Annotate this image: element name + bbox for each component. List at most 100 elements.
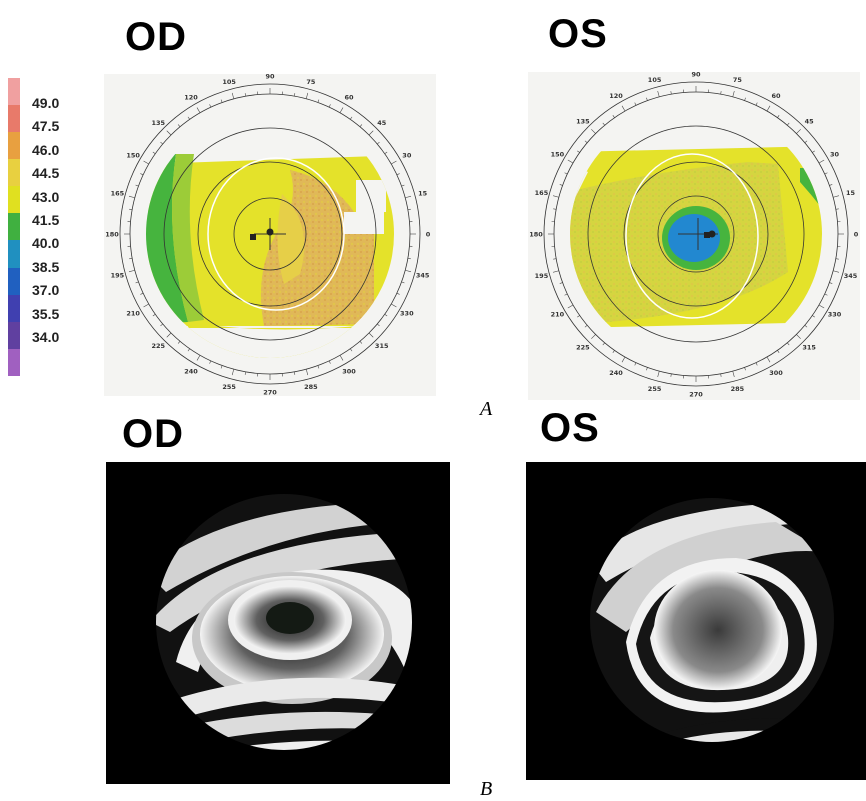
axis-tick xyxy=(128,269,135,273)
axis-tick xyxy=(135,184,139,187)
axis-tick xyxy=(833,270,840,273)
axis-tick xyxy=(829,282,833,284)
axis-tick xyxy=(670,91,672,95)
scale-label: 49.0 xyxy=(32,95,60,111)
scale-swatch xyxy=(8,213,20,241)
axis-degree-label: 120 xyxy=(609,92,623,100)
axis-tick xyxy=(777,350,780,353)
axis-tick xyxy=(720,91,722,95)
axis-degree-label: 105 xyxy=(648,76,662,84)
axis-degree-label: 240 xyxy=(184,367,198,375)
axis-tick xyxy=(196,107,201,113)
axis-tick xyxy=(552,270,559,273)
axis-tick xyxy=(220,99,223,103)
scale-swatch xyxy=(8,267,20,295)
axis-tick xyxy=(577,150,580,153)
axis-degree-label: 195 xyxy=(111,271,125,279)
axis-tick xyxy=(777,115,780,118)
axis-tick xyxy=(584,325,588,328)
axis-tick xyxy=(744,97,746,101)
axis-tick xyxy=(407,208,411,210)
axis-tick xyxy=(384,314,388,317)
axis-tick xyxy=(646,97,648,101)
axis-tick xyxy=(621,356,626,363)
scale-label: 34.0 xyxy=(32,329,60,345)
axis-tick xyxy=(377,323,380,327)
axis-degree-label: 90 xyxy=(691,72,701,79)
axis-tick xyxy=(812,315,815,318)
axis-tick xyxy=(152,314,156,317)
axis-tick xyxy=(220,365,223,369)
axis-tick xyxy=(591,334,596,339)
axis-degree-label: 225 xyxy=(151,342,165,350)
os-fringe-pattern xyxy=(526,462,866,780)
od-topography-svg: 9075604530150345330315300285270255240225… xyxy=(104,74,436,396)
axis-degree-label: 285 xyxy=(304,383,318,391)
axis-degree-label: 300 xyxy=(769,369,783,377)
axis-tick xyxy=(634,102,637,106)
axis-tick xyxy=(368,332,374,338)
axis-degree-label: 30 xyxy=(402,152,412,160)
axis-degree-label: 270 xyxy=(689,391,703,399)
axis-degree-label: 300 xyxy=(342,367,356,375)
axis-tick xyxy=(567,304,574,309)
axis-tick xyxy=(766,356,771,363)
axis-tick xyxy=(829,184,833,186)
od-topography-map: 90 75 60 45 30 15 0 345 330 315 300 285 270 255 240 225… xyxy=(104,74,436,396)
os-topography-map: 90 75 60 45 30 15 0 345 330 315 300 285 270 255 240 225… xyxy=(528,72,860,400)
axis-tick xyxy=(129,258,133,260)
axis-tick xyxy=(396,173,400,176)
axis-tick xyxy=(824,172,828,175)
axis-tick xyxy=(602,342,605,346)
axis-degree-label: 105 xyxy=(222,78,236,86)
axis-degree-label: 0 xyxy=(854,231,859,239)
axis-degree-label: 120 xyxy=(184,94,198,102)
axis-degree-label: 225 xyxy=(576,344,590,352)
axis-degree-label: 330 xyxy=(400,310,414,318)
scale-swatch xyxy=(8,186,20,214)
scale-label: 43.0 xyxy=(32,188,60,205)
axis-degree-label: 135 xyxy=(151,119,165,127)
axis-tick xyxy=(732,90,735,97)
axis-tick xyxy=(564,293,568,296)
scale-label: 47.5 xyxy=(32,118,60,135)
od-fringe-pattern xyxy=(106,462,450,784)
scale-label: 44.5 xyxy=(32,165,60,182)
axis-tick xyxy=(553,208,557,210)
os-title-a: OS xyxy=(548,12,608,56)
axis-tick xyxy=(196,355,201,361)
axis-degree-label: 180 xyxy=(529,231,543,239)
od-title-b: OD xyxy=(122,412,184,456)
axis-tick xyxy=(657,371,660,378)
axis-tick xyxy=(140,292,144,295)
axis-tick xyxy=(244,93,246,97)
scale-label: 37.0 xyxy=(32,282,60,299)
axis-tick xyxy=(152,151,156,154)
axis-degree-label: 270 xyxy=(263,389,277,397)
axis-degree-label: 15 xyxy=(418,190,428,198)
axis-tick xyxy=(377,141,380,145)
axis-tick xyxy=(804,140,808,143)
axis-tick xyxy=(305,92,309,99)
axis-degree-label: 60 xyxy=(344,94,354,102)
axis-degree-label: 30 xyxy=(830,151,840,159)
axis-tick xyxy=(824,293,828,296)
axis-tick xyxy=(166,130,172,136)
axis-degree-label: 345 xyxy=(416,271,430,279)
axis-degree-label: 240 xyxy=(609,369,623,377)
axis-tick xyxy=(231,369,235,376)
axis-tick xyxy=(755,102,758,106)
color-scale-bar xyxy=(8,78,20,376)
axis-tick xyxy=(670,373,672,377)
axis-tick xyxy=(135,281,139,284)
axis-tick xyxy=(209,360,212,364)
axis-tick xyxy=(160,141,163,145)
axis-degree-label: 0 xyxy=(426,231,431,239)
axis-tick xyxy=(818,159,825,164)
scale-swatch xyxy=(8,294,20,322)
axis-degree-label: 345 xyxy=(844,272,858,280)
scale-label: 41.5 xyxy=(32,212,60,228)
axis-tick xyxy=(602,122,605,126)
axis-tick xyxy=(744,367,746,371)
axis-tick xyxy=(177,124,181,127)
